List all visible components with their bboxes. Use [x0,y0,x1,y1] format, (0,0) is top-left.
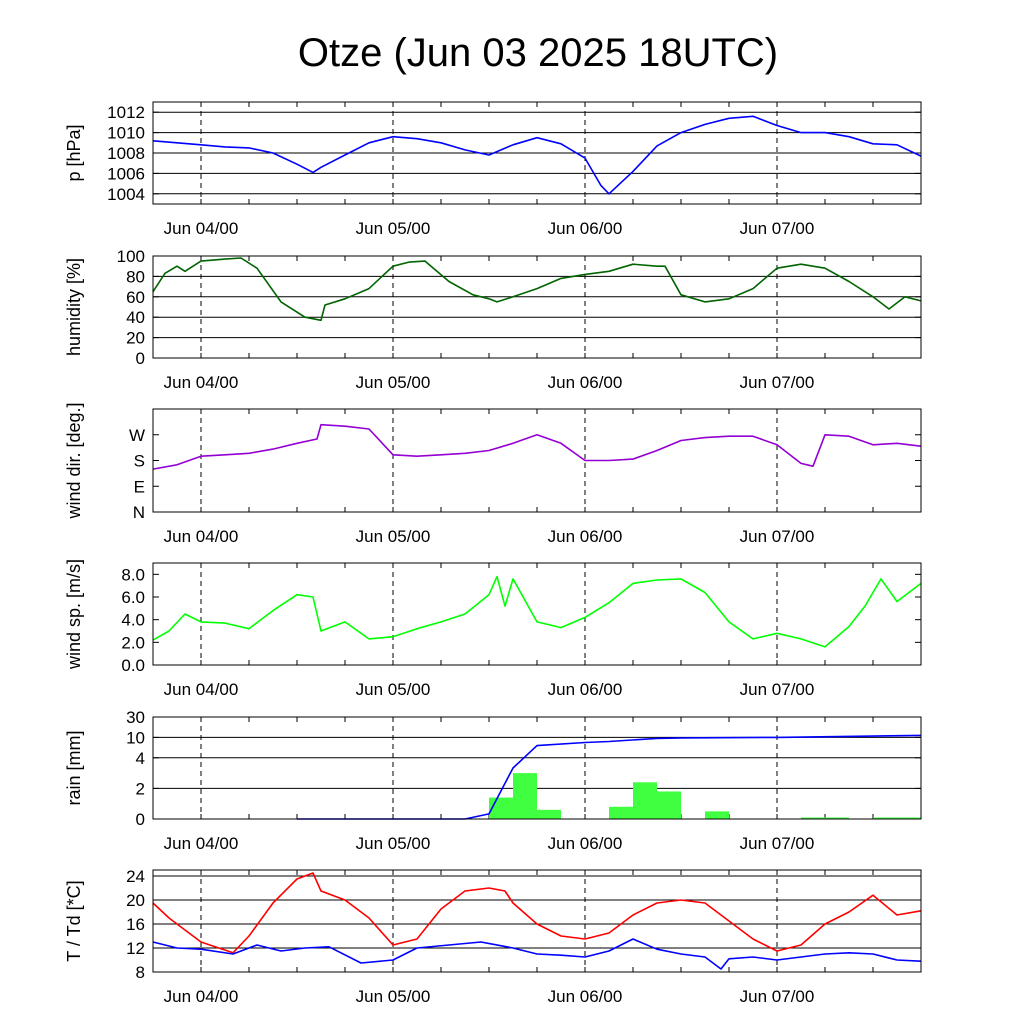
x-tick-label: Jun 05/00 [356,373,431,392]
x-tick-label: Jun 07/00 [740,834,815,853]
x-tick-label: Jun 06/00 [548,219,623,238]
y-tick-label: 6.0 [121,588,145,607]
series-line-wind-speed [152,575,922,648]
series-line-pressure [152,115,922,195]
y-tick-label: 8.0 [121,565,145,584]
rain-bar [633,782,657,819]
x-tick-label: Jun 07/00 [740,373,815,392]
x-tick-label: Jun 04/00 [164,834,239,853]
y-tick-label: 1012 [107,103,145,122]
y-tick-label: 12 [126,939,145,958]
x-tick-label: Jun 06/00 [548,373,623,392]
x-tick-label: Jun 04/00 [164,373,239,392]
panel-frame [152,408,922,513]
x-tick-label: Jun 06/00 [548,680,623,699]
y-axis-label: wind dir. [deg.] [64,402,84,519]
y-axis-label: humidity [%] [64,258,84,356]
y-axis-label: wind sp. [m/s] [64,559,84,670]
y-axis-label: rain [mm] [64,730,84,805]
y-axis-label: p [hPa] [64,124,84,181]
rain-bar [513,773,537,819]
rain-bar [609,806,633,819]
panel-5: 8 12 16 20 24 T / Td [*C] Jun 04/00 Jun 05/00 Ju… [64,867,922,1006]
x-tick-label: Jun 04/00 [164,219,239,238]
x-tick-label: Jun 04/00 [164,527,239,546]
x-tick-label: Jun 05/00 [356,527,431,546]
y-tick-label: 40 [126,308,145,327]
y-tick-label: 16 [126,915,145,934]
y-tick-label: 1008 [107,144,145,163]
x-tick-label: Jun 07/00 [740,527,815,546]
x-tick-label: Jun 05/00 [356,987,431,1006]
x-tick-label: Jun 05/00 [356,834,431,853]
rain-bar [537,809,561,819]
y-tick-label: 2.0 [121,633,145,652]
x-tick-label: Jun 04/00 [164,987,239,1006]
panel-frame [152,869,922,973]
rain-bar [873,817,921,819]
x-tick-label: Jun 07/00 [740,219,815,238]
panel-frame [152,101,922,205]
x-tick-label: Jun 06/00 [548,834,623,853]
rain-bar [657,791,681,819]
y-tick-label: 4 [136,749,145,768]
y-tick-label: 1010 [107,124,145,143]
y-tick-label: W [129,426,145,445]
y-tick-label: 2 [136,779,145,798]
x-tick-label: Jun 07/00 [740,987,815,1006]
y-tick-label: S [134,452,145,471]
series-line-wind-dir [152,423,922,470]
series-line-temperature [152,872,922,954]
series-line-rain-total [297,734,922,820]
y-tick-label: 1006 [107,164,145,183]
y-tick-label: 0 [136,349,145,368]
y-tick-label: 60 [126,288,145,307]
y-tick-label: 24 [126,867,145,886]
panel-frame [152,562,922,666]
y-tick-label: 0.0 [121,656,145,675]
x-tick-label: Jun 05/00 [356,219,431,238]
y-tick-label: E [134,477,145,496]
panel-frame [152,716,922,820]
y-tick-label: 20 [126,329,145,348]
y-tick-label: 4.0 [121,611,145,630]
x-tick-label: Jun 06/00 [548,987,623,1006]
series-line-dewpoint [152,938,922,970]
y-tick-label: 20 [126,891,145,910]
panel-3: 0.0 2.0 4.0 6.0 8.0 wind sp. [m/s] Jun 04/00 Ju… [64,559,922,699]
chart-title: Otze (Jun 03 2025 18UTC) [298,31,778,75]
rain-bar [801,817,849,819]
x-tick-label: Jun 06/00 [548,527,623,546]
y-tick-label: 10 [126,728,145,747]
x-tick-label: Jun 05/00 [356,680,431,699]
y-tick-label: 100 [117,247,145,266]
rain-bar [705,811,729,819]
y-axis-label: T / Td [*C] [64,880,84,961]
x-tick-label: Jun 07/00 [740,680,815,699]
y-tick-label: 1004 [107,185,145,204]
panel-frame [152,255,922,359]
y-tick-label: 8 [136,963,145,982]
y-tick-label: 80 [126,267,145,286]
y-tick-label: N [133,503,145,522]
y-tick-label: 30 [126,708,145,727]
x-tick-label: Jun 04/00 [164,680,239,699]
series-line-humidity [152,257,922,322]
y-tick-label: 0 [136,810,145,829]
